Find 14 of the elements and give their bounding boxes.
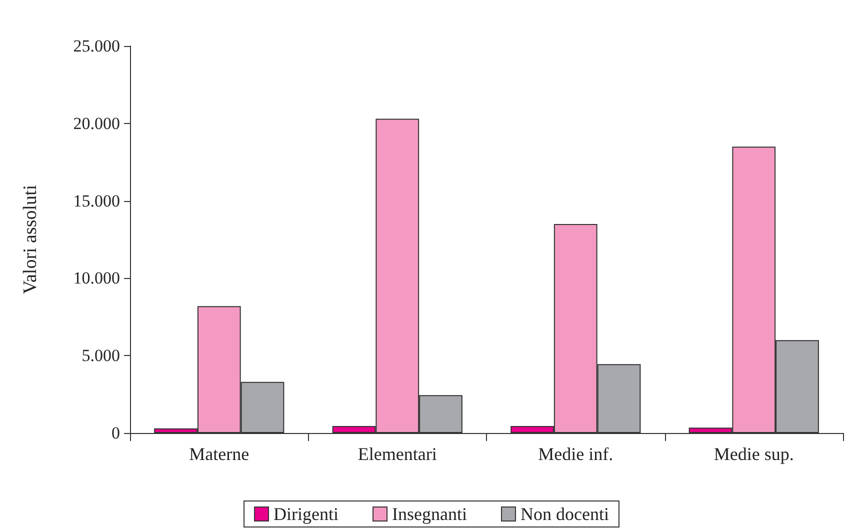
y-tick-label: 20.000 (73, 114, 120, 133)
y-tick-label: 25.000 (73, 36, 120, 56)
x-tick-label: Elementari (358, 444, 437, 464)
y-tick-label: 5.000 (82, 346, 120, 366)
legend-label: Insegnanti (392, 504, 467, 524)
x-tick-label: Medie sup. (714, 444, 794, 464)
y-tick-label: 15.000 (73, 191, 120, 210)
y-axis-title: Valori assoluti (20, 184, 41, 294)
y-tick-label: 10.000 (73, 268, 120, 288)
legend-label: Non docenti (520, 504, 609, 524)
x-tick-label: Materne (189, 444, 250, 464)
legend-label: Dirigenti (274, 504, 339, 524)
y-tick-label: 0 (112, 424, 120, 442)
x-tick-label: Medie inf. (538, 444, 614, 464)
